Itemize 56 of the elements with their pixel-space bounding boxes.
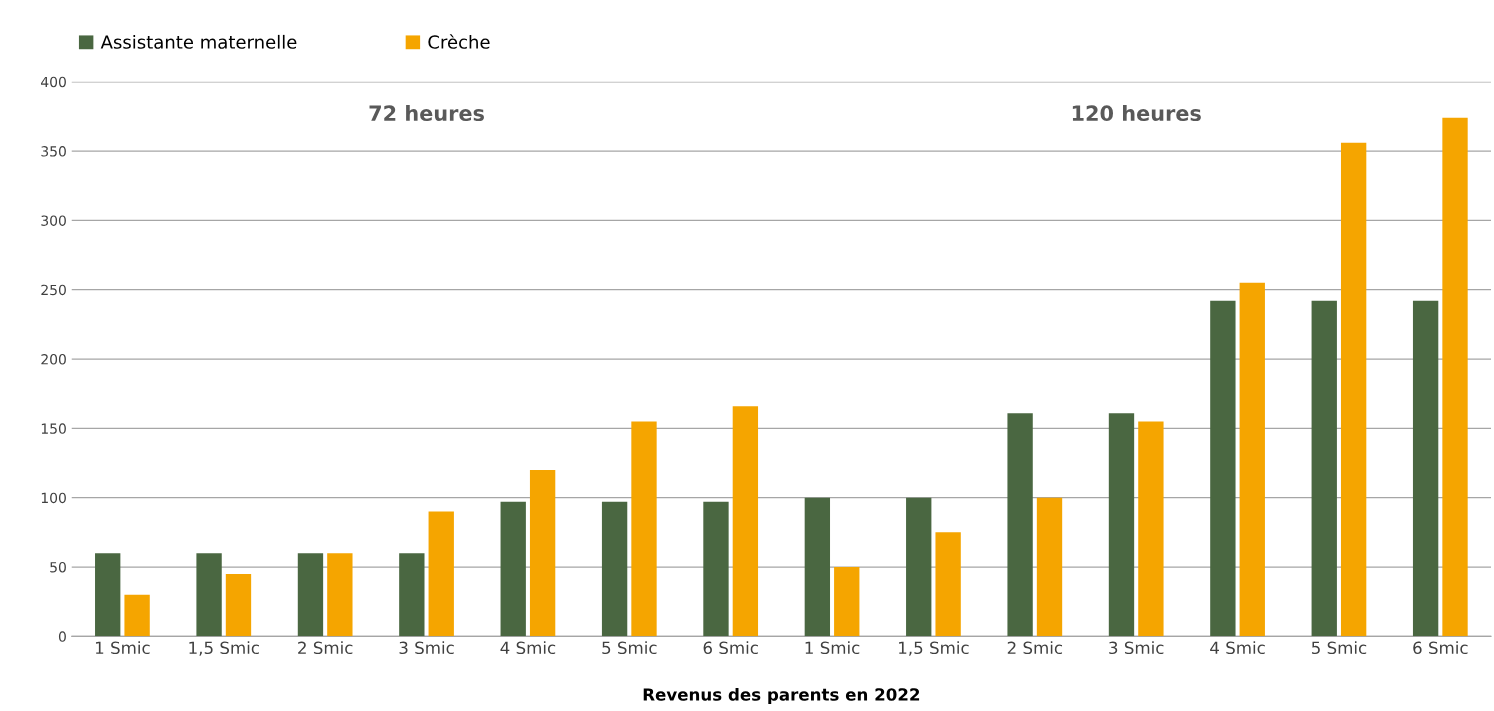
y-tick-label: 250: [41, 284, 66, 296]
x-tick-label: 1 Smic: [95, 641, 150, 655]
legend-label: Crèche: [428, 34, 490, 49]
bar: [196, 553, 222, 637]
bar: [1138, 421, 1164, 637]
bar: [225, 573, 252, 637]
bar: [935, 532, 961, 637]
bar: [500, 501, 526, 637]
bar: [1442, 117, 1468, 637]
x-tick-label: 4 Smic: [500, 641, 556, 655]
bar: [1007, 413, 1033, 637]
bar: [124, 594, 150, 637]
legend-label: Assistante maternelle: [100, 34, 297, 49]
bar: [1210, 300, 1236, 637]
bar: [297, 553, 324, 637]
bar: [631, 421, 657, 637]
x-tick-label: 3 Smic: [1109, 641, 1164, 655]
y-tick-label: 50: [50, 561, 66, 573]
x-tick-label: 6 Smic: [703, 641, 758, 655]
annotation: 72 heures: [369, 104, 484, 122]
bar: [529, 469, 556, 637]
y-tick-label: 100: [41, 492, 66, 504]
bar: [834, 567, 860, 637]
annotation: 120 heures: [1072, 104, 1201, 122]
bar: [1311, 300, 1337, 637]
bar: [703, 501, 729, 637]
x-tick-label: 6 Smic: [1413, 641, 1468, 655]
bar: [1412, 300, 1439, 637]
x-tick-label: 4 Smic: [1210, 641, 1265, 655]
y-tick-label: 150: [41, 423, 66, 434]
bar: [1239, 282, 1265, 637]
x-tick-label: 1,5 Smic: [189, 641, 259, 656]
bar: [1340, 142, 1367, 637]
bar: [327, 553, 353, 637]
x-tick-label: 5 Smic: [602, 641, 657, 655]
y-tick-label: 0: [58, 631, 66, 642]
y-tick-label: 200: [41, 354, 66, 365]
x-tick-label: 1,5 Smic: [899, 641, 969, 656]
x-tick-label: 2 Smic: [1007, 641, 1063, 655]
y-tick-label: 400: [41, 76, 66, 88]
x-tick-label: 3 Smic: [399, 641, 454, 655]
y-tick-label: 350: [41, 146, 66, 157]
bar: [804, 497, 831, 637]
bar: [1036, 497, 1063, 637]
bar: [95, 553, 121, 637]
bar: [601, 501, 628, 637]
bar: [428, 511, 454, 637]
x-axis-title: Revenus des parents en 2022: [643, 687, 920, 705]
bar: [732, 406, 759, 637]
bar: [399, 553, 425, 637]
bar: [906, 497, 932, 637]
x-tick-label: 5 Smic: [1311, 641, 1367, 655]
bar: [1108, 413, 1135, 637]
x-tick-label: 1 Smic: [805, 641, 860, 655]
x-tick-label: 2 Smic: [298, 641, 353, 655]
y-tick-label: 300: [41, 215, 66, 226]
